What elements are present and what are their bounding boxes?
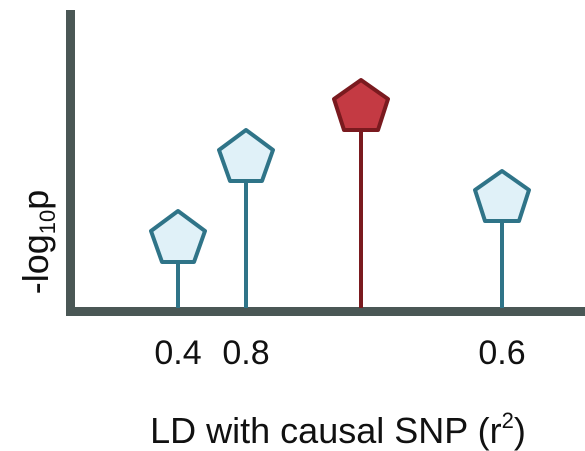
snp-pentagon-1: [149, 209, 207, 264]
causal-snp-pentagon: [332, 78, 390, 132]
x-axis-title-end: ): [514, 410, 526, 451]
ld-label-1: 0.4: [154, 334, 201, 372]
ld-label-2: 0.8: [222, 334, 269, 372]
y-axis-title: -log10p: [15, 190, 60, 295]
y-axis-title-suffix: p: [15, 190, 56, 210]
snp-marker-4: [473, 169, 531, 308]
ld-label-4: 0.6: [478, 334, 525, 372]
x-axis-title: LD with causal SNP (r2): [150, 408, 526, 451]
y-axis-title-prefix: -log: [15, 234, 56, 294]
snp-pentagon-4: [473, 169, 531, 223]
y-axis-title-subscript: 10: [35, 210, 60, 234]
y-axis-line: [66, 10, 75, 316]
causal-snp-marker: [332, 78, 390, 308]
snp-marker-1: [149, 209, 207, 308]
x-axis-title-main: LD with causal SNP (r: [150, 410, 501, 451]
x-axis-title-sup: 2: [502, 408, 514, 433]
x-axis-line: [66, 307, 585, 316]
snp-pentagon-2: [217, 128, 275, 183]
snp-marker-2: [217, 128, 275, 308]
